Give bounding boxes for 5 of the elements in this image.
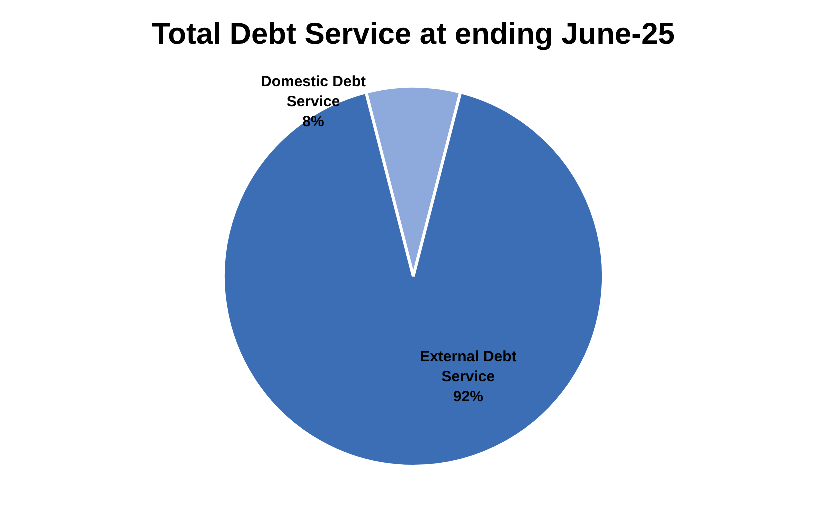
slice-label: External Debt Service	[420, 348, 517, 386]
chart-title: Total Debt Service at ending June-25	[152, 18, 675, 51]
slice-label: Domestic Debt Service	[260, 74, 366, 110]
data-label: 92%	[453, 388, 484, 406]
data-label: 8%	[302, 114, 324, 130]
